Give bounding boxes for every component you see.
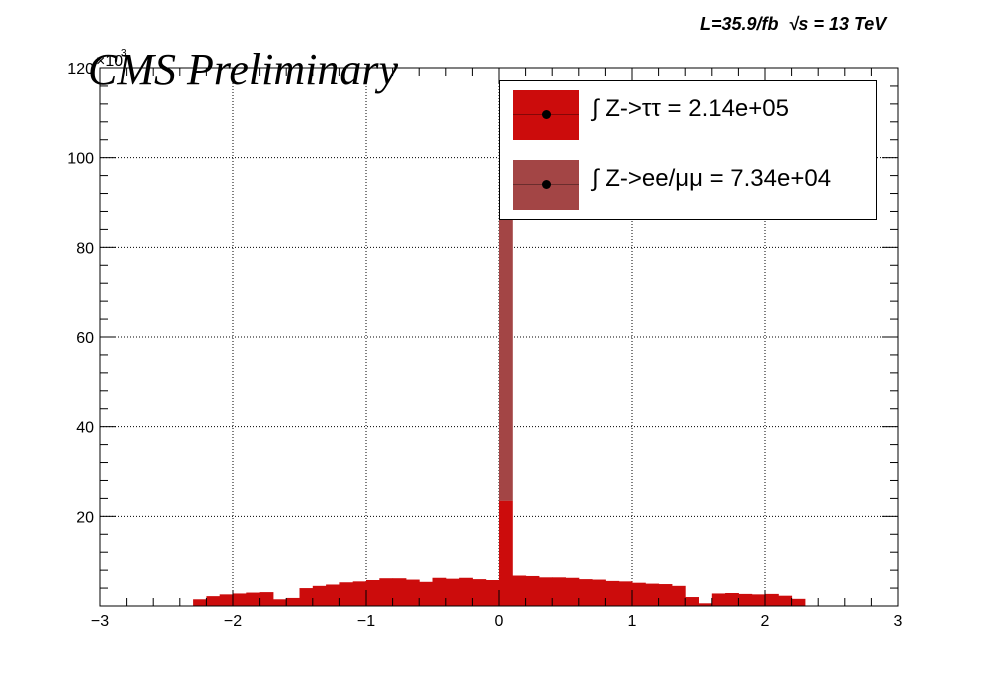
- x-tick-label: 1: [628, 613, 637, 630]
- y-tick-label: 20: [76, 509, 94, 526]
- bar-zll-23: [499, 171, 513, 501]
- y-tick-label: 80: [76, 240, 94, 257]
- y-tick-label: 120: [67, 61, 94, 78]
- axis-ticks: [99, 67, 899, 607]
- bar-ztautau-26: [538, 577, 553, 606]
- bar-ztautau-19: [445, 578, 460, 606]
- bar-ztautau-32: [618, 581, 633, 606]
- bar-ztautau-15: [392, 578, 407, 606]
- bar-ztautau-23: [499, 500, 513, 606]
- legend-item-zll: ∫ Z->ee/μμ = 7.34e+04: [500, 151, 876, 211]
- bar-ztautau-28: [565, 577, 580, 606]
- x-tick-label: 0: [495, 613, 504, 630]
- bar-ztautau-20: [459, 577, 473, 606]
- x-tick-label: −3: [91, 613, 109, 630]
- bar-ztautau-8: [299, 588, 314, 606]
- cms-preliminary-label: CMS Preliminary: [88, 45, 398, 94]
- bar-ztautau-16: [405, 579, 420, 606]
- bar-ztautau-30: [592, 579, 606, 606]
- x-tick-label: 3: [894, 613, 903, 630]
- legend-marker-icon: [542, 110, 551, 119]
- bar-ztautau-44: [778, 595, 793, 606]
- bar-ztautau-40: [725, 592, 739, 606]
- bar-ztautau-1: [206, 596, 221, 606]
- x-tick-label: −1: [357, 613, 375, 630]
- bar-ztautau-0: [193, 599, 207, 606]
- bar-ztautau-7: [286, 597, 300, 606]
- luminosity-label: L=35.9/fb: [700, 14, 779, 34]
- bar-ztautau-9: [312, 585, 327, 606]
- luminosity-energy-label: L=35.9/fb √s = 13 TeV: [700, 14, 886, 35]
- legend: ∫ Z->ττ = 2.14e+05 ∫ Z->ee/μμ = 7.34e+04: [499, 80, 877, 220]
- bar-ztautau-43: [765, 593, 779, 606]
- bar-ztautau-35: [658, 584, 673, 606]
- bar-ztautau-10: [326, 584, 340, 606]
- bar-ztautau-14: [379, 578, 394, 606]
- bar-ztautau-13: [366, 579, 380, 606]
- bar-ztautau-3: [233, 593, 247, 606]
- bar-ztautau-34: [645, 583, 660, 606]
- legend-item-ztautau: ∫ Z->ττ = 2.14e+05: [500, 81, 876, 141]
- axis-tick-labels: −3 −2 −1 0 1 2 3 20 40 60 80 100 120: [67, 61, 902, 630]
- bar-ztautau-17: [419, 581, 433, 606]
- bar-ztautau-29: [578, 579, 593, 606]
- legend-swatch-zll: [513, 160, 579, 210]
- bar-ztautau-42: [751, 594, 766, 606]
- legend-label-zll: ∫ Z->ee/μμ = 7.34e+04: [592, 165, 832, 192]
- legend-marker-icon: [542, 180, 551, 189]
- bar-ztautau-6: [272, 599, 287, 606]
- bar-ztautau-31: [605, 580, 620, 606]
- bar-ztautau-25: [525, 575, 540, 606]
- legend-swatch-ztautau: [513, 90, 579, 140]
- y-multiplier-exponent: 3: [121, 48, 127, 59]
- y-multiplier: ×10 3: [96, 48, 127, 70]
- y-tick-label: 40: [76, 420, 94, 437]
- bar-ztautau-21: [472, 579, 487, 606]
- bar-ztautau-39: [711, 593, 726, 606]
- energy-label: √s = 13 TeV: [788, 14, 887, 34]
- y-multiplier-base: ×10: [96, 53, 123, 70]
- bar-ztautau-33: [632, 582, 646, 606]
- bar-ztautau-4: [246, 592, 261, 606]
- bar-ztautau-27: [552, 577, 566, 606]
- bar-ztautau-11: [339, 582, 354, 606]
- x-tick-label: −2: [224, 613, 242, 630]
- bar-ztautau-37: [685, 597, 699, 606]
- bar-ztautau-24: [512, 575, 527, 606]
- bar-ztautau-2: [219, 594, 234, 606]
- bar-ztautau-18: [432, 577, 447, 606]
- histogram-bars: [193, 171, 806, 606]
- bar-ztautau-5: [259, 592, 274, 606]
- bar-ztautau-38: [698, 603, 713, 606]
- bar-ztautau-22: [485, 579, 500, 606]
- x-tick-label: 2: [761, 613, 770, 630]
- bar-ztautau-12: [352, 581, 367, 606]
- bar-ztautau-41: [738, 593, 753, 606]
- bar-ztautau-45: [791, 598, 806, 606]
- y-tick-label: 100: [67, 151, 94, 168]
- bar-ztautau-36: [671, 585, 686, 606]
- y-tick-label: 60: [76, 330, 94, 347]
- legend-label-ztautau: ∫ Z->ττ = 2.14e+05: [592, 95, 789, 122]
